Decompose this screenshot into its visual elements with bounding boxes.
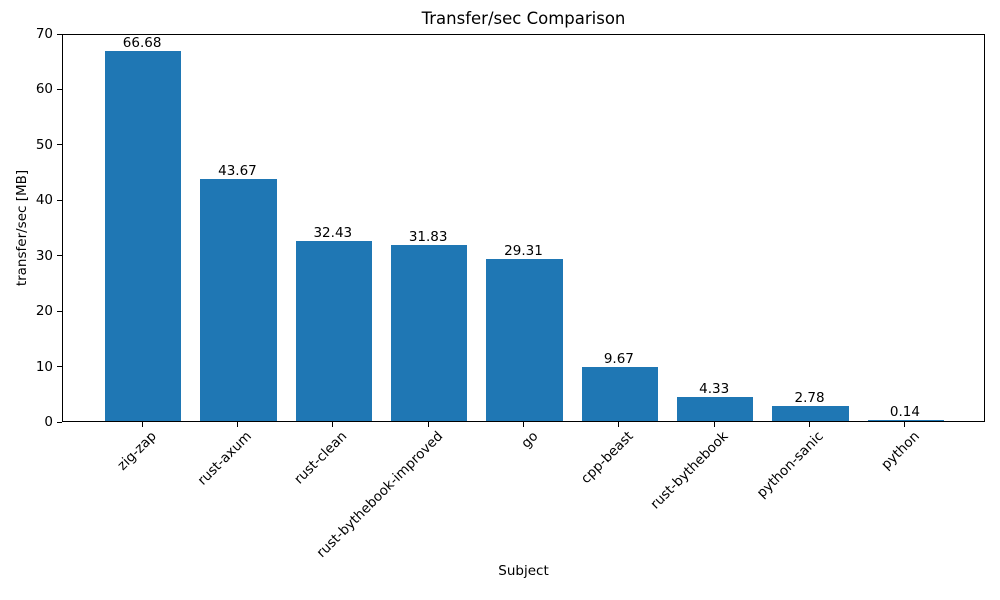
- y-tick-mark: [57, 421, 62, 423]
- y-tick-label: 10: [35, 358, 53, 375]
- bar-python: [867, 420, 945, 421]
- x-tick-mark: [809, 422, 811, 427]
- x-tick-label-rust-bythebook: rust-bythebook: [647, 428, 732, 513]
- y-tick-label: 30: [35, 247, 53, 264]
- x-tick-label-go: go: [517, 428, 542, 452]
- y-tick-label: 70: [35, 26, 53, 42]
- bar-value-label: 9.67: [603, 351, 634, 368]
- x-tick-mark: [332, 422, 334, 427]
- y-axis-label: transfer/sec [MB]: [14, 169, 30, 287]
- y-tick-mark: [57, 33, 62, 35]
- bar-value-label: 0.14: [889, 404, 920, 421]
- y-tick-label: 20: [35, 303, 53, 320]
- bar-rust-axum: [200, 178, 277, 421]
- bar-value-label: 43.67: [218, 162, 257, 179]
- x-tick-label-rust-clean: rust-clean: [291, 428, 351, 488]
- y-tick-label: 50: [35, 136, 53, 153]
- x-tick-mark: [523, 422, 524, 427]
- bar-go: [486, 258, 563, 421]
- bar-cpp-beast: [581, 367, 658, 421]
- bar-rust-clean: [295, 241, 372, 421]
- bar-value-label: 31.83: [408, 228, 448, 245]
- y-tick-label: 40: [35, 192, 53, 209]
- x-tick-mark: [236, 422, 238, 427]
- bar-value-label: 4.33: [699, 380, 730, 397]
- bar-value-label: 32.43: [313, 225, 353, 242]
- plot-area: [62, 34, 985, 422]
- bar-value-label: 66.68: [122, 35, 162, 52]
- x-axis-label: Subject: [498, 563, 549, 579]
- bar-value-label: 2.78: [794, 389, 825, 406]
- x-tick-mark: [618, 422, 620, 427]
- y-tick-mark: [57, 88, 62, 90]
- y-tick-mark: [57, 199, 62, 201]
- y-tick-label: 60: [35, 81, 53, 98]
- y-tick-mark: [57, 255, 62, 257]
- y-tick-mark: [57, 366, 62, 368]
- x-tick-label-python-sanic: python-sanic: [754, 428, 828, 502]
- y-tick-label: 0: [44, 414, 53, 430]
- x-tick-label-zig-zap: zig-zap: [114, 428, 160, 474]
- chart-title: Transfer/sec Comparison: [421, 9, 626, 28]
- x-tick-label-rust-axum: rust-axum: [194, 428, 256, 489]
- x-tick-mark: [713, 422, 715, 427]
- bar-rust-bythebook: [677, 397, 754, 421]
- bar-rust-bythebook-improved: [391, 244, 468, 421]
- x-tick-mark: [427, 422, 429, 427]
- x-tick-label-python: python: [877, 428, 923, 474]
- x-tick-label-cpp-beast: cpp-beast: [577, 428, 637, 487]
- y-tick-mark: [57, 144, 62, 146]
- x-tick-mark: [904, 422, 906, 427]
- x-tick-mark: [141, 422, 143, 427]
- bar-value-label: 29.31: [504, 242, 543, 259]
- y-tick-mark: [57, 310, 62, 312]
- bar-python-sanic: [772, 405, 849, 421]
- bar-zig-zap: [104, 51, 182, 421]
